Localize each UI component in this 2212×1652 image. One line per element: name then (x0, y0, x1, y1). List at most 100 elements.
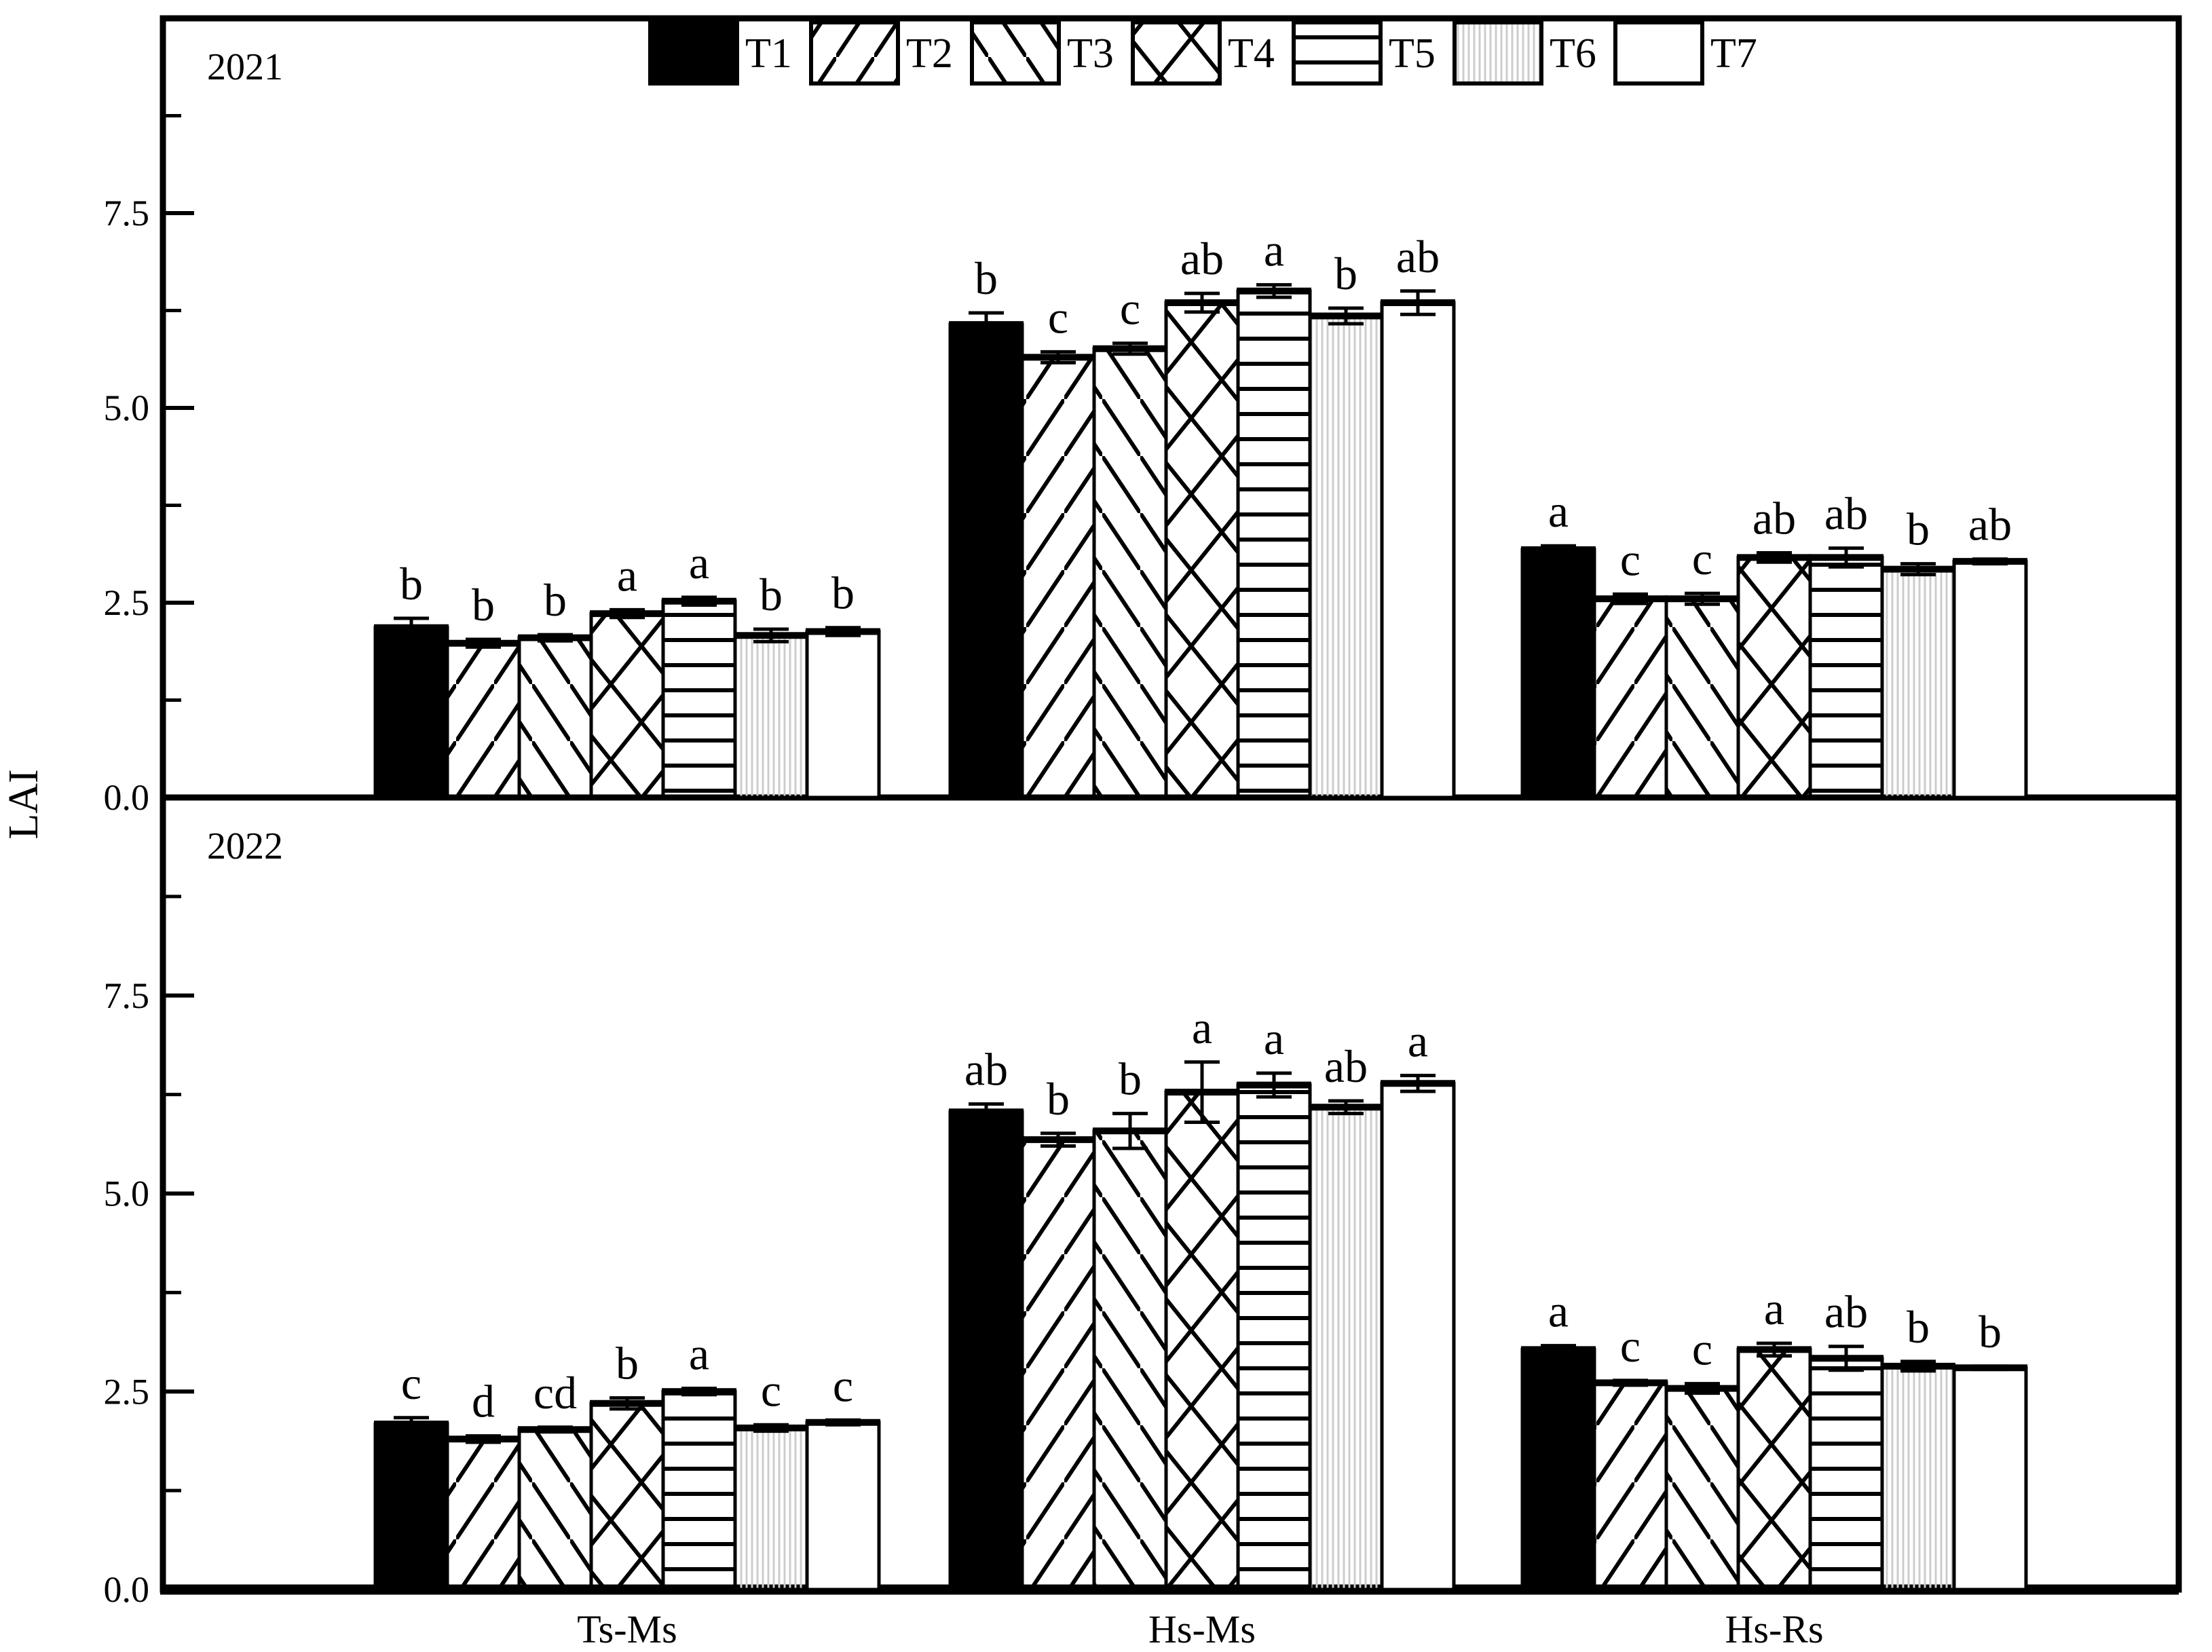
bar-2021-Hs-Rs-T1: a (1520, 485, 1596, 800)
significance-letter: b (400, 558, 423, 609)
bar-2021-Hs-Ms-T3: c (1092, 283, 1168, 800)
bar-2022-Hs-Rs-T4: a (1736, 1283, 1812, 1592)
bar-2022-Hs-Rs-T6: b (1880, 1301, 1956, 1592)
significance-letter: a (689, 537, 709, 588)
y-tick-label: 0.0 (104, 777, 150, 818)
significance-letter: ab (1324, 1040, 1368, 1092)
legend-item-T5: T5 (1292, 20, 1436, 86)
legend-label: T3 (1067, 31, 1114, 77)
panel-year-label: 2022 (207, 825, 283, 867)
significance-letter: b (616, 1338, 639, 1389)
significance-letter: c (1048, 291, 1068, 343)
bar-rect (1020, 355, 1096, 800)
significance-letter: b (1047, 1073, 1070, 1125)
x-category-label: Hs-Ms (1148, 1607, 1256, 1651)
bar-rect (1952, 1366, 2028, 1592)
bar-2022-Hs-Rs-T7: b (1952, 1306, 2028, 1592)
bar-rect (589, 612, 665, 800)
significance-letter: a (617, 549, 637, 601)
significance-letter: b (975, 252, 998, 304)
bar-2022-Hs-Ms-T2: b (1020, 1073, 1096, 1592)
legend-label: T2 (906, 31, 953, 77)
y-tick-label: 2.5 (104, 1371, 150, 1412)
legend-item-T1: T1 (648, 20, 792, 86)
significance-letter: c (833, 1359, 853, 1411)
bar-rect (661, 599, 737, 800)
bar-2021-Ts-Ms-T6: b (733, 569, 809, 800)
bar-rect (445, 641, 521, 800)
bar-rect (1808, 1356, 1884, 1592)
bar-rect (1592, 1381, 1668, 1592)
bar-rect (1664, 1387, 1740, 1592)
legend: T1 T2 T3 T4 T5 T6 T7 (648, 20, 1757, 86)
bar-2022-Hs-Rs-T2: c (1592, 1320, 1668, 1592)
bar-rect (948, 1110, 1024, 1592)
bar-rect (1164, 301, 1240, 800)
bar-rect (733, 1426, 809, 1592)
bar-2022-Ts-Ms-T5: a (661, 1328, 737, 1592)
bar-2022-Hs-Ms-T1: ab (948, 1044, 1024, 1592)
significance-letter: c (1120, 283, 1140, 335)
bar-rect (1236, 289, 1312, 800)
legend-swatch-T5-icon (1292, 20, 1383, 86)
legend-swatch-T2-icon (809, 20, 900, 86)
significance-letter: ab (1968, 499, 2012, 550)
legend-label: T6 (1550, 31, 1596, 77)
significance-letter: c (401, 1357, 421, 1409)
legend-item-T2: T2 (809, 20, 953, 86)
bar-rect (1880, 567, 1956, 800)
bar-rect (805, 629, 881, 800)
significance-letter: a (689, 1328, 709, 1380)
significance-letter: d (472, 1376, 495, 1427)
significance-letter: a (1264, 1013, 1284, 1064)
bar-2022-Hs-Rs-T3: c (1664, 1324, 1740, 1592)
bar-rect (1736, 1347, 1812, 1592)
bar-rect (1020, 1138, 1096, 1592)
legend-label: T4 (1228, 31, 1275, 77)
bar-2021-Ts-Ms-T4: a (589, 549, 665, 800)
significance-letter: a (1264, 225, 1284, 276)
panel-year-label: 2021 (207, 46, 283, 88)
significance-letter: ab (1824, 488, 1868, 540)
significance-letter: b (1119, 1053, 1142, 1105)
significance-letter: b (1907, 1301, 1930, 1353)
legend-item-T3: T3 (970, 20, 1114, 86)
bar-2022-Hs-Rs-T5: ab (1808, 1286, 1884, 1592)
significance-letter: b (760, 569, 783, 620)
y-axis-title: LAI (1, 769, 47, 839)
bar-2021-Ts-Ms-T3: b (517, 574, 593, 800)
bar-rect (661, 1389, 737, 1592)
bar-2021-Hs-Rs-T6: b (1880, 504, 1956, 800)
significance-letter: c (1620, 533, 1641, 585)
bar-2021-Hs-Rs-T3: c (1664, 533, 1740, 800)
legend-swatch-T6-icon (1452, 20, 1543, 86)
bar-rect (1380, 1081, 1456, 1592)
significance-letter: ab (1824, 1286, 1868, 1338)
bar-rect (1808, 555, 1884, 800)
significance-letter: b (544, 574, 567, 626)
bar-2021-Ts-Ms-T7: b (805, 567, 881, 800)
significance-letter: a (1548, 485, 1569, 537)
bar-2022-Hs-Ms-T3: b (1092, 1053, 1168, 1592)
significance-letter: b (1979, 1306, 2002, 1357)
bar-rect (517, 636, 593, 800)
x-category-label: Hs-Rs (1725, 1607, 1823, 1651)
legend-swatch-T1-icon (648, 20, 739, 86)
significance-letter: b (1334, 248, 1357, 299)
significance-letter: c (1620, 1320, 1641, 1372)
legend-label: T7 (1710, 31, 1757, 77)
legend-swatch-T3-icon (970, 20, 1061, 86)
y-tick-label: 7.5 (104, 975, 150, 1016)
bar-2021-Hs-Ms-T6: b (1308, 248, 1384, 800)
bar-rect (1520, 548, 1596, 800)
significance-letter: a (1764, 1283, 1784, 1334)
bar-rect (1236, 1083, 1312, 1592)
bar-rect (1092, 347, 1168, 800)
y-tick-label: 5.0 (104, 388, 150, 428)
bar-rect (948, 322, 1024, 800)
bar-2021-Hs-Ms-T7: ab (1380, 231, 1456, 800)
bar-rect (1380, 301, 1456, 800)
bar-rect (1520, 1347, 1596, 1592)
